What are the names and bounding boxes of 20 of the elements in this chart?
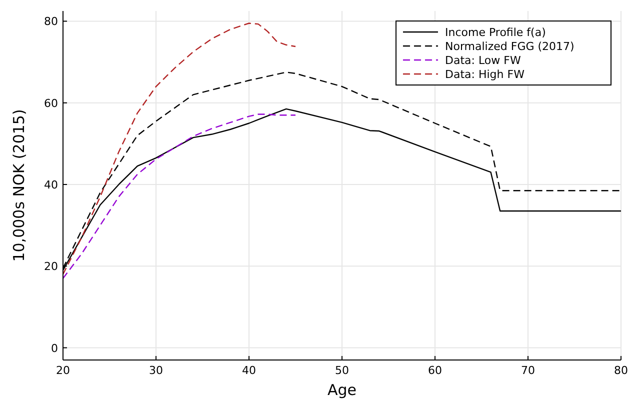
line-series bbox=[62, 114, 296, 279]
y-tick-label: 60 bbox=[44, 96, 58, 110]
x-tick-label: 70 bbox=[521, 364, 535, 377]
legend-label: Income Profile f(a) bbox=[445, 26, 546, 39]
x-tick-label: 60 bbox=[428, 364, 442, 377]
x-tick-label: 50 bbox=[335, 364, 349, 377]
x-tick-label: 30 bbox=[149, 364, 163, 377]
x-axis-title: Age bbox=[327, 381, 357, 399]
x-tick-label: 20 bbox=[56, 364, 70, 377]
y-axis-title: 10,000s NOK (2015) bbox=[10, 109, 28, 262]
legend-label: Normalized FGG (2017) bbox=[445, 40, 574, 53]
x-tick-label: 80 bbox=[614, 364, 628, 377]
y-tick-label: 0 bbox=[51, 342, 58, 355]
y-tick-label: 20 bbox=[44, 260, 58, 274]
y-tick-label: 80 bbox=[44, 15, 58, 28]
legend-label: Data: High FW bbox=[445, 68, 525, 81]
legend-label: Data: Low FW bbox=[445, 54, 521, 67]
y-tick-label: 40 bbox=[44, 178, 58, 192]
line-series bbox=[62, 22, 296, 275]
x-tick-label: 40 bbox=[242, 364, 256, 377]
